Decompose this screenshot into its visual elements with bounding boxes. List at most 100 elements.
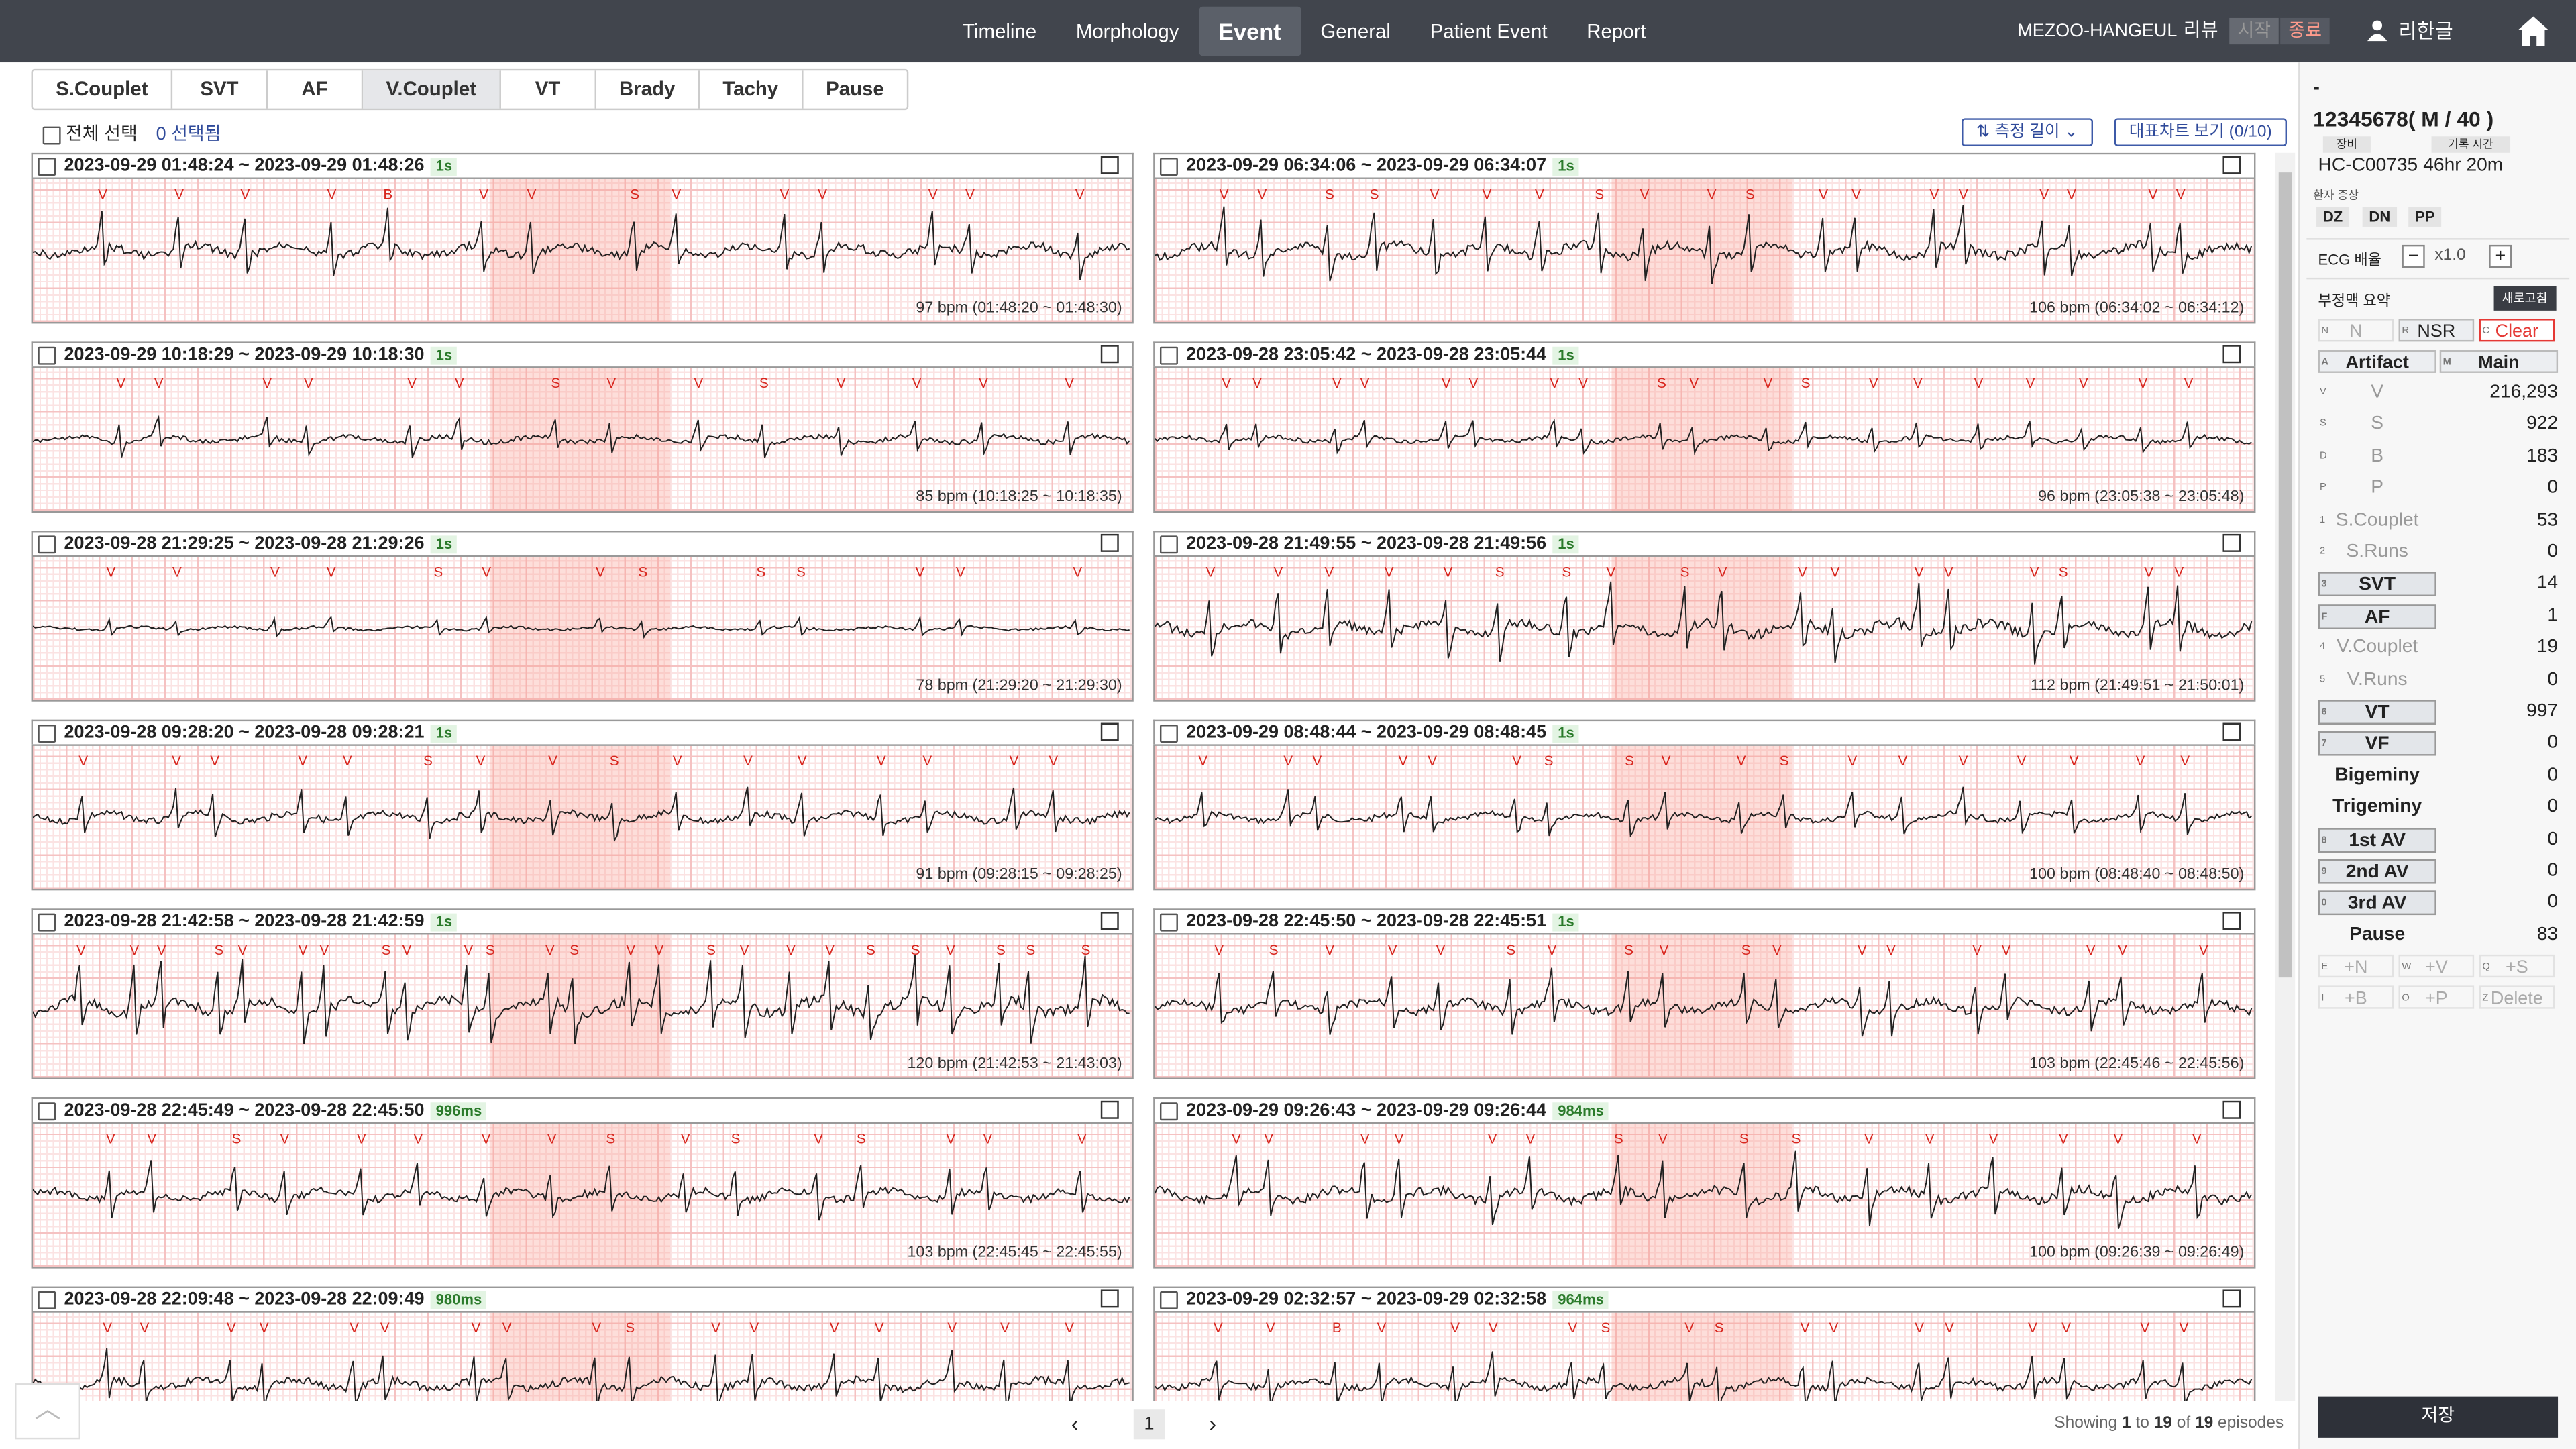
summary-item[interactable]: 6 VT	[2318, 700, 2436, 725]
action-button[interactable]: R NSR	[2398, 319, 2475, 342]
edit-button[interactable]: W +V	[2398, 954, 2475, 978]
checkbox[interactable]	[38, 1290, 56, 1309]
beat-label: S	[231, 1130, 241, 1147]
home-icon[interactable]	[2517, 15, 2550, 48]
summary-item[interactable]: 7 VF	[2318, 731, 2436, 757]
summary-item[interactable]: 4 V.Couplet	[2318, 636, 2436, 661]
nav-item[interactable]: Event	[1198, 6, 1301, 56]
review-label: 리뷰	[2183, 21, 2218, 42]
expand-icon[interactable]	[2222, 156, 2241, 174]
checkbox[interactable]	[1159, 1102, 1178, 1120]
select-all[interactable]: 전체 선택	[42, 120, 138, 146]
summary-item[interactable]: 8 1st AV	[2318, 827, 2436, 853]
nav-item[interactable]: Report	[1587, 19, 1646, 43]
nav-item[interactable]: Patient Event	[1430, 19, 1548, 43]
summary-item[interactable]: F AF	[2318, 604, 2436, 629]
action-button[interactable]: C Clear	[2479, 319, 2555, 342]
beat-label: S	[625, 1319, 635, 1336]
event-tab[interactable]: AF	[268, 70, 364, 109]
expand-icon[interactable]	[1100, 1100, 1119, 1119]
prev-page[interactable]: ‹	[1071, 1411, 1079, 1436]
start-button[interactable]: 시작	[2229, 17, 2279, 45]
summary-item[interactable]: 9 2nd AV	[2318, 859, 2436, 884]
mode-button[interactable]: M Main	[2439, 350, 2559, 373]
edit-button[interactable]: E +N	[2318, 954, 2394, 978]
summary-count: 0	[2547, 765, 2559, 786]
mode-button[interactable]: A Artifact	[2318, 350, 2436, 373]
save-button[interactable]: 저장	[2318, 1396, 2559, 1438]
expand-icon[interactable]	[1100, 345, 1119, 364]
checkbox[interactable]	[1159, 157, 1178, 176]
expand-icon[interactable]	[1100, 533, 1119, 552]
event-tab[interactable]: Brady	[596, 70, 700, 109]
checkbox[interactable]	[38, 724, 56, 742]
checkbox[interactable]	[1159, 345, 1178, 364]
checkbox[interactable]	[38, 1102, 56, 1120]
expand-icon[interactable]	[1100, 156, 1119, 174]
checkbox[interactable]	[38, 345, 56, 364]
page-button[interactable]: 1	[1133, 1409, 1165, 1440]
nav-item[interactable]: Morphology	[1075, 19, 1179, 43]
summary-item[interactable]: Pause	[2318, 923, 2436, 948]
next-page[interactable]: ›	[1209, 1411, 1217, 1436]
beat-label: V	[237, 941, 248, 958]
expand-icon[interactable]	[2222, 345, 2241, 364]
measure-button[interactable]: ⇅ 측정 길이 ⌄	[1962, 118, 2093, 146]
refresh-button[interactable]: 새로고침	[2493, 286, 2556, 311]
user-name[interactable]: 리한글	[2398, 19, 2453, 43]
expand-icon[interactable]	[2222, 533, 2241, 552]
edit-button[interactable]: I +B	[2318, 985, 2394, 1009]
event-tab[interactable]: Pause	[826, 77, 884, 101]
zoom-out[interactable]: −	[2402, 244, 2425, 268]
ecg-trace	[32, 1348, 1130, 1401]
checkbox[interactable]	[38, 157, 56, 176]
expand-icon[interactable]	[2222, 1100, 2241, 1119]
checkbox[interactable]	[1159, 912, 1178, 931]
expand-icon[interactable]	[2222, 1289, 2241, 1308]
expand-icon[interactable]	[2222, 912, 2241, 930]
edit-button[interactable]: O +P	[2398, 985, 2475, 1009]
summary-item[interactable]: 1 S.Couplet	[2318, 508, 2436, 533]
checkbox[interactable]	[38, 535, 56, 553]
zoom-in[interactable]: +	[2489, 244, 2512, 268]
summary-item[interactable]: 5 V.Runs	[2318, 668, 2436, 693]
expand-icon[interactable]	[2222, 722, 2241, 741]
checkbox[interactable]	[38, 912, 56, 931]
expand-icon[interactable]	[1100, 1289, 1119, 1308]
event-tab[interactable]: S.Couplet	[33, 70, 173, 109]
summary-item[interactable]: 0 3rd AV	[2318, 891, 2436, 916]
scroll-top-button[interactable]: ︿	[15, 1383, 81, 1440]
checkbox[interactable]	[42, 125, 61, 144]
mode-button-label: Artifact	[2345, 353, 2409, 373]
event-tab[interactable]: VT	[501, 70, 596, 109]
end-button[interactable]: 종료	[2280, 17, 2330, 45]
expand-icon[interactable]	[1100, 912, 1119, 930]
edit-button[interactable]: Z Delete	[2479, 985, 2555, 1009]
event-tab[interactable]: SVT	[172, 70, 268, 109]
checkbox[interactable]	[1159, 535, 1178, 553]
beat-label: V	[1332, 374, 1342, 391]
expand-icon[interactable]	[1100, 722, 1119, 741]
nav-item[interactable]: Timeline	[963, 19, 1037, 43]
patient-id: 12345678( M / 40 )	[2313, 107, 2494, 131]
scrollbar[interactable]	[2275, 152, 2296, 1401]
beat-label: S	[1506, 941, 1516, 958]
summary-item[interactable]: Trigeminy	[2318, 796, 2436, 820]
scroll-thumb[interactable]	[2278, 172, 2292, 978]
edit-button[interactable]: Q +S	[2479, 954, 2555, 978]
checkbox[interactable]	[1159, 724, 1178, 742]
rep-chart-button[interactable]: 대표차트 보기 (0/10)	[2114, 118, 2287, 146]
event-tab[interactable]: Tachy	[700, 70, 803, 109]
summary-item[interactable]: 3 SVT	[2318, 572, 2436, 597]
nav-item[interactable]: General	[1320, 19, 1391, 43]
strip-duration: 980ms	[431, 1291, 487, 1309]
event-tab[interactable]: V.Couplet	[363, 70, 501, 109]
summary-item[interactable]: 2 S.Runs	[2318, 541, 2436, 566]
checkbox[interactable]	[1159, 1290, 1178, 1309]
summary-item[interactable]: Bigeminy	[2318, 763, 2436, 788]
